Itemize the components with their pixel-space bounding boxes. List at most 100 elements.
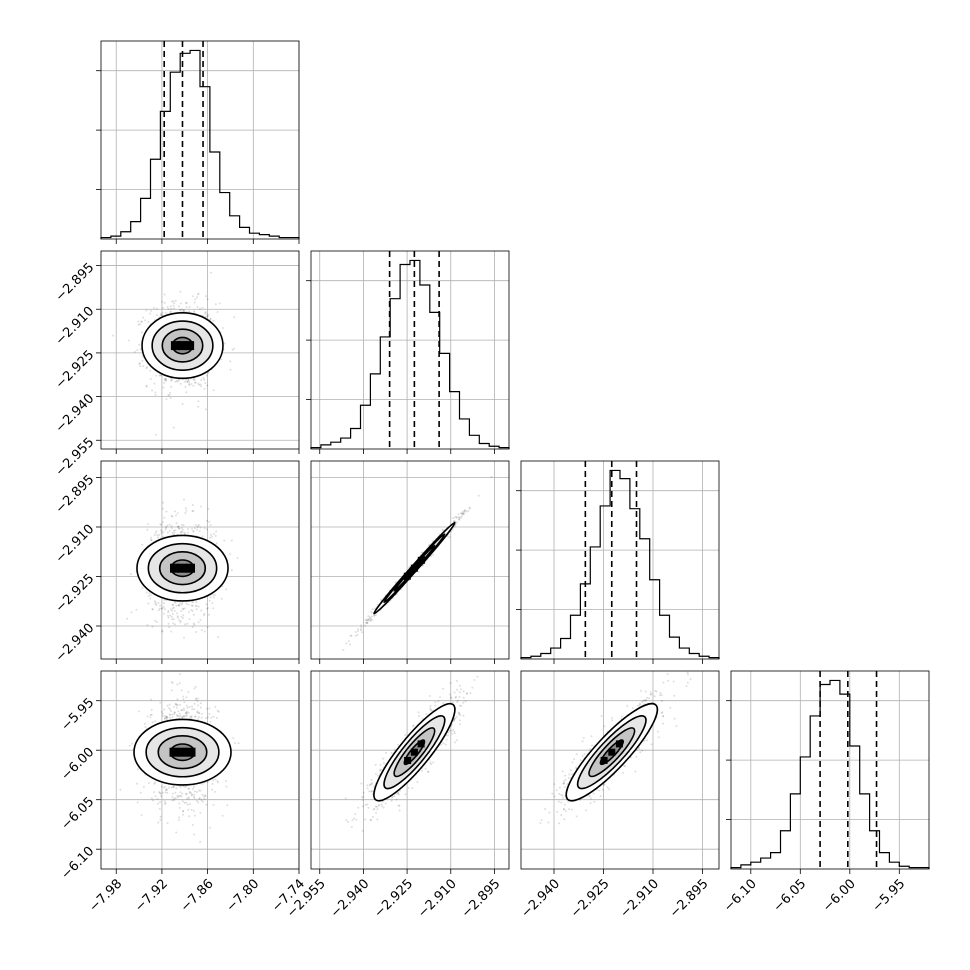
scatter-point bbox=[187, 528, 190, 530]
scatter-point bbox=[188, 384, 191, 387]
panel-frame bbox=[730, 670, 930, 870]
scatter-point bbox=[178, 816, 181, 819]
scatter-point bbox=[211, 602, 214, 605]
scatter-point bbox=[204, 795, 207, 798]
panel-frame bbox=[100, 460, 300, 660]
scatter-point bbox=[199, 308, 201, 310]
scatter-point bbox=[356, 630, 359, 632]
scatter-point bbox=[354, 631, 357, 633]
scatter-point bbox=[457, 711, 460, 714]
scatter-point bbox=[391, 796, 394, 799]
scatter-point bbox=[156, 797, 159, 800]
scatter-point bbox=[349, 643, 351, 646]
density-cell bbox=[170, 341, 180, 351]
scatter-point bbox=[201, 629, 204, 632]
scatter-point bbox=[181, 403, 184, 405]
scatter-point bbox=[206, 781, 209, 783]
scatter-point bbox=[187, 797, 190, 800]
scatter-point bbox=[432, 553, 434, 556]
scatter-point bbox=[204, 312, 207, 315]
scatter-point bbox=[210, 533, 213, 536]
scatter-point bbox=[185, 378, 188, 381]
scatter-point bbox=[490, 475, 493, 478]
scatter-point bbox=[161, 791, 164, 794]
scatter-point bbox=[165, 377, 167, 380]
scatter-point bbox=[225, 588, 228, 591]
scatter-point bbox=[196, 710, 199, 713]
scatter-point bbox=[211, 788, 214, 791]
scatter-point bbox=[465, 693, 468, 695]
scatter-point bbox=[212, 319, 215, 322]
scatter-point bbox=[167, 609, 170, 612]
scatter-point bbox=[170, 786, 173, 789]
scatter-point bbox=[147, 595, 150, 598]
scatter-point bbox=[187, 611, 190, 613]
scatter-point bbox=[384, 802, 387, 805]
scatter-point bbox=[212, 803, 215, 806]
scatter-point bbox=[179, 786, 182, 788]
scatter-point bbox=[159, 801, 161, 804]
scatter-point bbox=[164, 608, 166, 611]
scatter-point bbox=[150, 539, 153, 542]
scatter-point bbox=[170, 525, 173, 528]
scatter-point bbox=[214, 778, 217, 781]
scatter-point bbox=[157, 536, 160, 539]
scatter-point bbox=[191, 510, 194, 512]
scatter-point bbox=[166, 791, 169, 794]
scatter-point bbox=[149, 716, 152, 719]
scatter-point bbox=[141, 587, 144, 590]
scatter-point bbox=[195, 601, 198, 604]
scatter-point bbox=[193, 623, 196, 626]
scatter-point bbox=[193, 833, 196, 836]
scatter-point bbox=[177, 604, 180, 607]
scatter-point bbox=[158, 374, 161, 377]
scatter-point bbox=[190, 808, 193, 811]
density-cell bbox=[178, 747, 187, 757]
scatter-point bbox=[164, 803, 166, 805]
scatter-point bbox=[167, 308, 170, 311]
scatter-point bbox=[165, 510, 168, 513]
contour-line bbox=[373, 521, 456, 615]
scatter-point bbox=[150, 797, 153, 800]
scatter-point bbox=[170, 615, 173, 618]
scatter-point bbox=[166, 531, 169, 534]
scatter-point bbox=[404, 734, 407, 736]
scatter-point bbox=[361, 631, 364, 634]
scatter-point bbox=[427, 770, 429, 773]
scatter-point bbox=[193, 311, 196, 314]
scatter-point bbox=[193, 687, 196, 690]
pair-panel-0-1 bbox=[96, 250, 300, 454]
scatter-point bbox=[187, 711, 190, 714]
scatter-point bbox=[237, 742, 240, 745]
scatter-point bbox=[233, 347, 235, 350]
scatter-point bbox=[173, 797, 176, 800]
scatter-point bbox=[347, 821, 349, 823]
scatter-point bbox=[158, 807, 161, 810]
scatter-point bbox=[183, 498, 185, 501]
scatter-point bbox=[461, 513, 464, 516]
scatter-point bbox=[411, 787, 414, 790]
scatter-point bbox=[172, 606, 175, 609]
scatter-point bbox=[459, 516, 462, 519]
scatter-point bbox=[193, 797, 196, 800]
scatter-point bbox=[169, 311, 172, 314]
hist-panel-1 bbox=[306, 250, 510, 454]
scatter-point bbox=[154, 532, 157, 534]
scatter-point bbox=[174, 703, 177, 706]
scatter-point bbox=[178, 818, 180, 821]
histogram-3 bbox=[730, 679, 930, 869]
scatter-point bbox=[159, 604, 162, 607]
scatter-point bbox=[460, 512, 463, 515]
scatter-point bbox=[163, 301, 166, 304]
scatter-point bbox=[182, 695, 185, 698]
scatter-point bbox=[164, 785, 167, 788]
scatter-point bbox=[155, 604, 158, 607]
scatter-point bbox=[171, 796, 174, 799]
scatter-point bbox=[221, 814, 224, 817]
scatter-point bbox=[208, 599, 211, 602]
scatter-point bbox=[197, 382, 200, 385]
panel-frame bbox=[520, 460, 720, 660]
scatter-point bbox=[183, 715, 186, 718]
scatter-point bbox=[231, 348, 234, 351]
scatter-point bbox=[178, 682, 181, 685]
